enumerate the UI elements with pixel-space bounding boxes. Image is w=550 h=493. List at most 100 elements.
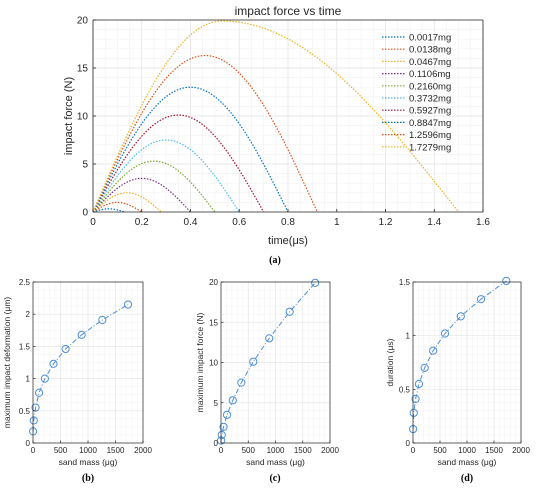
data-point: [228, 396, 237, 405]
legend-label-5: 0.2160mg: [409, 81, 451, 92]
data-point: [217, 430, 226, 440]
data-point: [29, 416, 38, 425]
x-tick-label: 0: [411, 446, 416, 455]
data-point: [249, 357, 258, 366]
x-tick-label: 1500: [294, 446, 312, 455]
y-tick-label: 0: [26, 439, 31, 448]
series-line-10: [92, 20, 460, 213]
y-tick-label: 15: [77, 64, 89, 75]
data-point: [440, 329, 450, 338]
series-line: [412, 280, 507, 430]
series-line: [220, 282, 316, 441]
data-point: [77, 330, 86, 339]
series-line-3: [92, 192, 162, 213]
series-line-6: [92, 139, 240, 213]
series-line-1: [92, 208, 125, 213]
y-tick-label: 0: [406, 439, 411, 448]
legend-label-6: 0.3732mg: [409, 94, 451, 105]
x-tick-label: 500: [54, 446, 68, 455]
data-point: [40, 374, 49, 383]
x-axis-label: time(μs): [268, 235, 308, 247]
x-tick-label: 1500: [485, 446, 503, 455]
main-chart: 0 0.2 0.4 0.6 0.8 1 1.2 1.4 1.6 0 5 10 15 20 impact fo…: [63, 4, 490, 266]
data-point: [414, 379, 424, 389]
x-tick-label: 1: [334, 217, 340, 228]
y-axis-label: maximum impact deformation (μm): [2, 297, 12, 429]
y-tick-label: 15: [209, 318, 218, 327]
series-line-9: [92, 54, 318, 213]
x-tick-label: 0: [31, 446, 36, 455]
small-chart-1: 0 500 1000 1500 2000 0 0.5 1 1.5 2 2.5 sand mass (μ…: [2, 278, 152, 484]
x-tick-label: 2000: [321, 446, 339, 455]
y-tick-label: 0: [214, 439, 219, 448]
data-point: [429, 346, 438, 355]
small-chart-2: 0 500 1000 1500 2000 0 5 10 15 20 sand mass (μg) ma…: [195, 278, 339, 484]
legend: 0.0017mg0.0138mg0.0467mg0.1106mg0.2160mg…: [382, 33, 451, 153]
y-tick-label: 20: [209, 278, 218, 287]
x-tick-label: 0: [90, 217, 96, 228]
x-tick-label: 1000: [458, 446, 476, 455]
legend-label-2: 0.0138mg: [409, 45, 451, 56]
x-tick-label: 500: [433, 446, 447, 455]
x-tick-label: 0.6: [232, 217, 246, 228]
x-axis-label: sand mass (μg): [246, 457, 305, 467]
legend-label-8: 0.8847mg: [409, 118, 451, 129]
data-point: [61, 344, 70, 354]
x-axis-label: sand mass (μg): [438, 457, 497, 467]
data-point: [123, 300, 133, 309]
y-tick-label: 10: [77, 112, 89, 123]
y-tick-label: 0.5: [399, 385, 411, 394]
data-point: [237, 378, 246, 387]
data-point: [222, 410, 232, 419]
data-point: [31, 403, 40, 412]
data-point: [476, 295, 486, 304]
x-tick-label: 500: [242, 446, 256, 455]
x-axis-label: sand mass (μg): [59, 457, 118, 467]
legend-label-10: 1.7279mg: [409, 142, 451, 153]
panel-label: (b): [82, 473, 94, 484]
y-tick-label: 1.5: [19, 342, 31, 351]
x-tick-label: 1.6: [476, 217, 490, 228]
y-axis-label: duration (μs): [385, 338, 395, 386]
legend-label-4: 0.1106mg: [409, 69, 451, 80]
chart-title: impact force vs time: [235, 4, 342, 18]
y-axis-label: impact force (N): [63, 77, 75, 155]
y-tick-label: 1: [406, 332, 411, 341]
panel-label: (c): [269, 473, 280, 484]
y-axis-label: maximum impact force (N): [195, 313, 205, 413]
data-point: [285, 307, 294, 316]
data-point: [265, 334, 274, 343]
data-point: [411, 394, 420, 404]
series-line-7: [92, 114, 265, 213]
y-tick-label: 5: [82, 160, 88, 171]
y-tick-label: 2: [26, 310, 31, 319]
series-line: [32, 304, 129, 432]
data-point: [98, 315, 107, 325]
y-tick-label: 20: [77, 16, 89, 27]
legend-label-9: 1.2596mg: [409, 130, 451, 141]
data-point: [219, 422, 228, 431]
x-tick-label: 0.2: [135, 217, 149, 228]
y-tick-label: 5: [214, 399, 219, 408]
data-point: [456, 312, 465, 321]
series-line-2: [92, 201, 143, 213]
x-tick-label: 0.8: [281, 217, 295, 228]
y-tick-label: 10: [209, 359, 218, 368]
panel-label-a: (a): [269, 255, 281, 266]
small-chart-3: 0 500 1000 1500 2000 0 0.5 1 1.5 sand mass (μg) du…: [385, 276, 530, 484]
x-tick-label: 0.4: [184, 217, 198, 228]
data-point: [311, 278, 320, 287]
x-tick-label: 1000: [267, 446, 285, 455]
x-tick-label: 1000: [79, 446, 97, 455]
y-tick-label: 0.5: [19, 407, 31, 416]
x-tick-label: 2000: [512, 446, 530, 455]
y-tick-label: 1.5: [399, 278, 411, 287]
data-point: [49, 359, 58, 368]
data-point: [502, 276, 511, 286]
data-point: [420, 363, 429, 372]
data-point: [34, 388, 44, 397]
x-tick-label: 2000: [134, 446, 152, 455]
y-tick-label: 1: [26, 375, 31, 384]
legend-label-7: 0.5927mg: [409, 106, 451, 117]
x-tick-label: 1.2: [379, 217, 393, 228]
